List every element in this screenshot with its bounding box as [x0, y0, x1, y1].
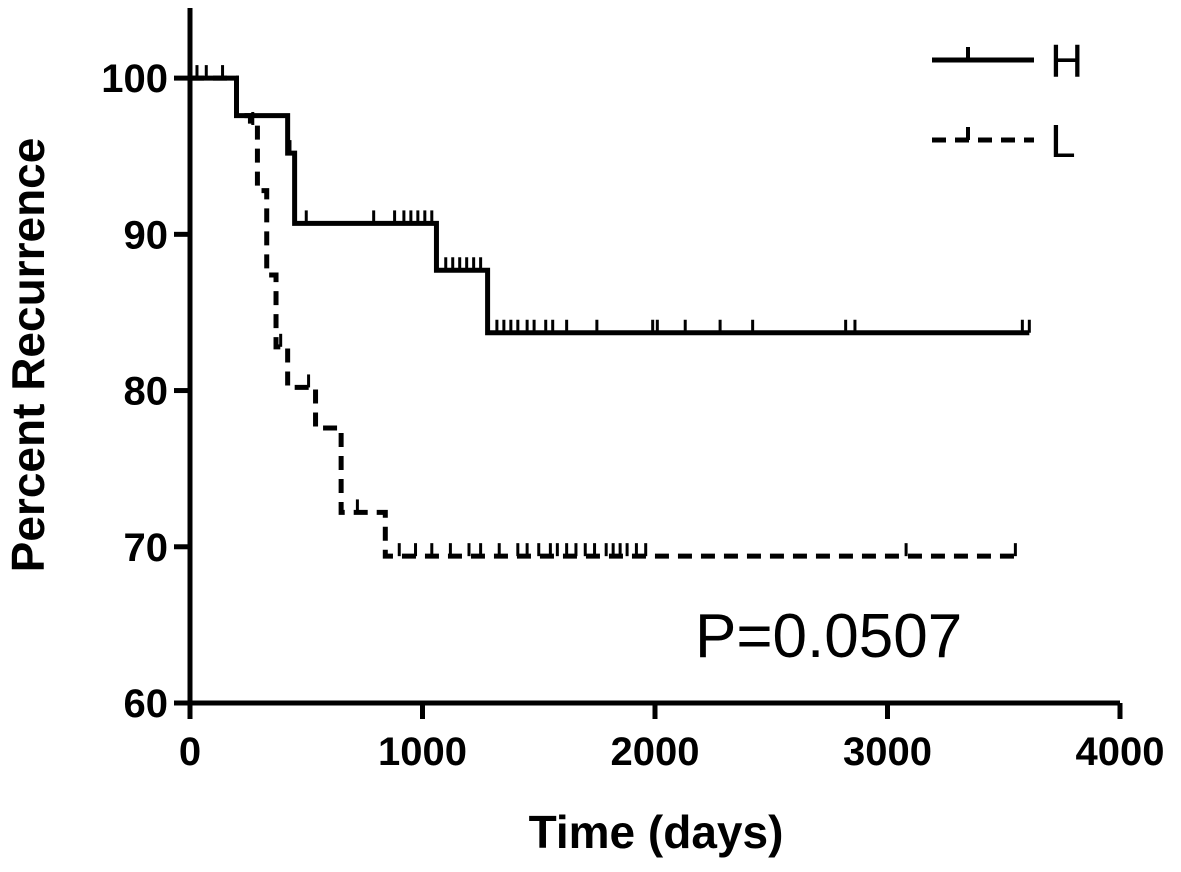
- series-l: [190, 75, 1017, 559]
- series-line-h: [190, 75, 1030, 336]
- p-value-annotation: P=0.0507: [695, 602, 962, 671]
- x-tick-label: 4000: [1076, 730, 1165, 774]
- y-tick-label: 60: [124, 682, 169, 726]
- legend-label-l: L: [1050, 115, 1076, 167]
- legend: H L: [932, 35, 1083, 167]
- series-layer: [190, 65, 1031, 559]
- x-tick-label: 2000: [611, 730, 700, 774]
- y-tick-label: 70: [124, 526, 169, 570]
- y-tick-label: 80: [124, 370, 169, 414]
- x-tick-label: 3000: [843, 730, 932, 774]
- y-axis-title: Percent Recurrence: [2, 138, 54, 573]
- series-h: [190, 65, 1031, 336]
- axes: 60 70 80 90 100 0 1000 2000 3000 4000: [101, 8, 1164, 774]
- x-ticks: 0 1000 2000 3000 4000: [179, 703, 1165, 774]
- x-tick-label: 0: [179, 730, 201, 774]
- y-tick-label: 100: [101, 57, 168, 101]
- x-axis-title: Time (days): [529, 806, 784, 858]
- x-tick-label: 1000: [378, 730, 467, 774]
- series-line-l: [190, 75, 1016, 559]
- y-ticks: 60 70 80 90 100: [101, 57, 190, 726]
- y-tick-label: 90: [124, 213, 169, 257]
- legend-label-h: H: [1050, 35, 1083, 87]
